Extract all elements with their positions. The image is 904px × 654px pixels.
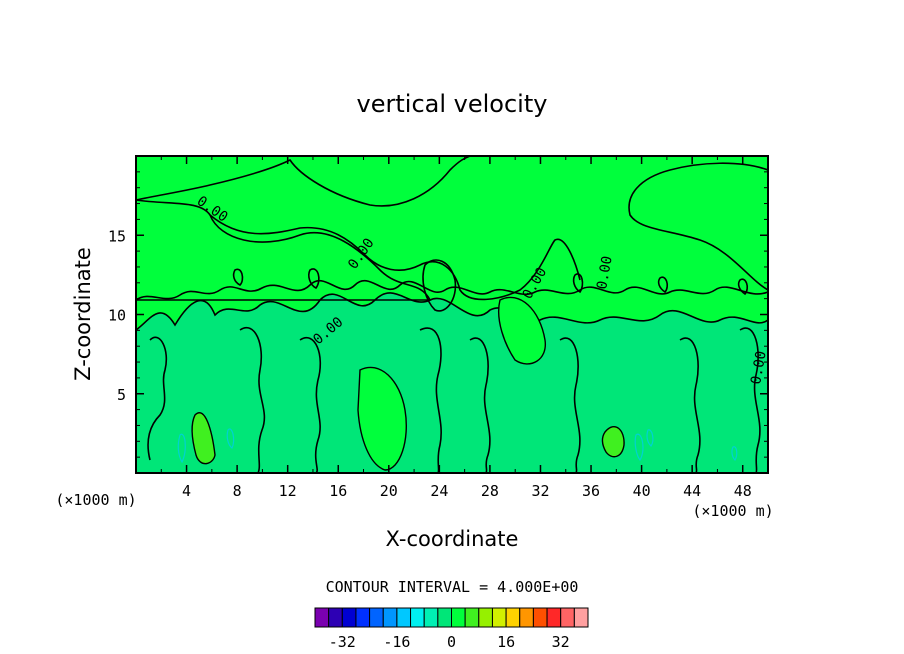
colorbar-swatch	[532, 607, 548, 628]
upper-contour-right	[628, 162, 768, 291]
y-tick-label: 15	[108, 227, 126, 245]
cyan-contour-3	[634, 433, 644, 462]
colorbar-tick-label: 32	[552, 633, 570, 651]
colorbar-swatch	[546, 607, 562, 628]
colorbar-swatch	[341, 607, 357, 628]
updraft-patch-left	[191, 412, 216, 465]
x-tick-label: 20	[380, 482, 398, 500]
colorbar-swatch	[519, 607, 534, 628]
colorbar-swatch	[491, 607, 507, 628]
updraft-patch-mid	[498, 296, 546, 365]
upper-contour-mid	[209, 214, 581, 301]
small-cell-5	[737, 278, 748, 296]
convective-contour-3	[299, 337, 322, 473]
small-cell-1	[308, 268, 320, 290]
colorbar-swatch	[464, 607, 480, 628]
contour-field: 0.00 0.00 0.00 0.00 0.00 0.00	[136, 156, 770, 473]
y-axis-title: Z-coordinate	[71, 247, 95, 381]
small-cell-4	[657, 276, 668, 294]
colorbar-swatch	[423, 607, 439, 628]
colorbar-tick-label: 16	[497, 633, 515, 651]
x-tick-label: 24	[430, 482, 448, 500]
cyan-contour-5	[731, 446, 738, 461]
cyan-contour-1	[177, 433, 186, 464]
updraft-patch-right	[601, 426, 625, 458]
colorbar-swatch	[382, 607, 398, 628]
colorbar-swatch	[478, 607, 493, 628]
x-tick-label: 12	[279, 482, 297, 500]
x-axis-title: X-coordinate	[386, 527, 519, 551]
small-cell-2	[232, 268, 244, 286]
cyan-contours	[177, 428, 738, 464]
colorbar-swatch	[560, 607, 575, 628]
convective-contour-7	[679, 337, 701, 473]
convective-contour-2	[239, 327, 266, 473]
x-tick-label: 40	[633, 482, 651, 500]
colorbar-swatch	[314, 607, 330, 628]
x-tick-label: 8	[233, 482, 242, 500]
upper-contour-left	[136, 156, 471, 207]
colorbar-tick-label: -16	[383, 633, 410, 651]
convective-contour-4	[419, 327, 442, 473]
cyan-contour-2	[226, 428, 235, 449]
y-tick-label: 5	[117, 386, 126, 404]
colorbar-tick-label: -32	[329, 633, 356, 651]
x-right-unit-label: (×1000 m)	[692, 502, 773, 520]
convective-contour-5	[469, 337, 491, 473]
colorbar-swatch	[437, 607, 453, 628]
colorbar-swatch	[355, 607, 371, 628]
y-axis: 5 10 15	[108, 171, 768, 458]
updraft-column-outline	[422, 259, 457, 312]
colorbar-swatch	[396, 607, 412, 628]
updraft-patch-center	[357, 366, 407, 471]
colorbar-swatch	[451, 607, 466, 628]
colorbar-swatch	[328, 607, 343, 628]
colorbar-swatch	[369, 607, 384, 628]
x-tick-label: 32	[531, 482, 549, 500]
updraft-regions	[191, 296, 625, 471]
colorbar: -32 -16 0 16 32	[314, 607, 589, 651]
y-tick-label: 10	[108, 307, 126, 325]
convective-contour-1	[147, 336, 168, 461]
colorbar-swatch	[410, 607, 425, 628]
x-tick-label: 48	[734, 482, 752, 500]
chart-title: vertical velocity	[357, 90, 548, 118]
convective-contour-6	[559, 337, 581, 473]
cyan-contour-4	[646, 429, 654, 447]
convective-contour-8	[739, 327, 761, 473]
x-tick-label: 28	[481, 482, 499, 500]
x-tick-label: 4	[182, 482, 191, 500]
small-cell-3	[572, 273, 584, 294]
colorbar-swatch	[505, 607, 521, 628]
x-tick-label: 16	[329, 482, 347, 500]
colorbar-swatch	[573, 607, 589, 628]
contour-interval-text: CONTOUR INTERVAL = 4.000E+00	[326, 578, 579, 596]
colorbar-tick-label: 0	[447, 633, 456, 651]
x-left-unit-label: (×1000 m)	[55, 491, 136, 509]
contour-label-6: 0.00	[748, 350, 770, 386]
x-tick-label: 44	[683, 482, 701, 500]
downdraft-region-upper-left	[136, 199, 432, 301]
x-axis: 4 8 12 16 20 24 28 32 36 40 44 48	[160, 156, 752, 500]
x-tick-label: 36	[582, 482, 600, 500]
zero-contours	[136, 156, 768, 473]
contour-label-4: 0.00	[594, 255, 616, 291]
cloud-base-contour	[136, 279, 768, 301]
